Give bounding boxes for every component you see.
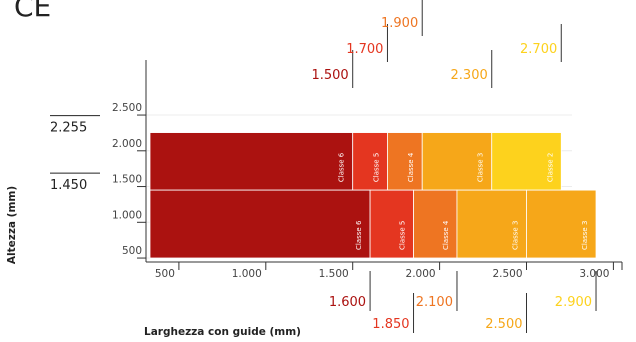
y-tick-label: 2.000: [112, 138, 142, 150]
bar-segment-classe-4: [413, 189, 458, 259]
bar-segment-classe-3: [421, 132, 493, 191]
ce-logo: CE: [14, 0, 51, 23]
bar-segment-classe-3: [526, 189, 597, 259]
limit-labels: 2.255 1.450 1.500 1.700 1.900 2.300 2.700 1.600…: [50, 0, 597, 333]
segment-class-label: Classe 3: [477, 153, 485, 182]
width-limit-label: 1.850: [372, 317, 409, 332]
width-limit-label: 1.900: [381, 16, 418, 31]
y-tick-label: 500: [122, 245, 142, 257]
width-limit-label: 1.600: [329, 295, 366, 310]
segment-class-label: Classe 5: [372, 153, 380, 182]
width-limit-label: 2.700: [520, 42, 557, 57]
x-tick-label: 1.500: [319, 268, 349, 280]
x-tick-label: 3.000: [579, 268, 609, 280]
x-axis-title: Larghezza con guide (mm): [144, 326, 301, 338]
bar-segment-classe-5: [352, 132, 388, 191]
segment-class-label: Classe 6: [338, 152, 346, 182]
bars: Classe 6 Classe 5 Classe 4 Classe 3 Classe 2…: [149, 132, 597, 259]
x-tick-label: 2.500: [492, 268, 522, 280]
height-limit-label: 1.450: [50, 178, 87, 193]
segment-class-label: Classe 6: [355, 220, 363, 250]
segment-class-label: Classe 4: [407, 152, 415, 182]
width-limit-label: 1.700: [346, 42, 383, 57]
x-tick-label: 2.000: [406, 268, 436, 280]
x-tick-label: 500: [155, 268, 175, 280]
y-axis-title: Altezza (mm): [6, 186, 18, 264]
y-tick-label: 2.500: [112, 102, 142, 114]
segment-class-label: Classe 5: [399, 221, 407, 250]
bar-segment-classe-6: [149, 189, 371, 259]
segment-class-label: Classe 3: [512, 221, 520, 250]
x-tick-label: 1.000: [232, 268, 262, 280]
bar-segment-classe-6: [149, 132, 354, 191]
bar-segment-classe-3: [456, 189, 527, 259]
segment-class-label: Classe 4: [442, 220, 450, 250]
width-limit-label: 2.100: [416, 295, 453, 310]
y-tick-label: 1.000: [112, 209, 142, 221]
height-limit-label: 2.255: [50, 121, 87, 136]
width-limit-label: 2.300: [451, 68, 488, 83]
segment-class-label: Classe 2: [546, 153, 554, 182]
width-limit-label: 2.900: [555, 295, 592, 310]
width-limit-label: 2.500: [485, 317, 522, 332]
width-limit-label: 1.500: [311, 68, 348, 83]
axes: 500 1.000 1.500 2.000 2.500 3.000 500 1.000 1.50…: [112, 60, 623, 280]
bar-segment-classe-4: [387, 132, 423, 191]
segment-class-label: Classe 3: [581, 221, 589, 250]
bar-segment-classe-5: [369, 189, 414, 259]
y-tick-label: 1.500: [112, 174, 142, 186]
